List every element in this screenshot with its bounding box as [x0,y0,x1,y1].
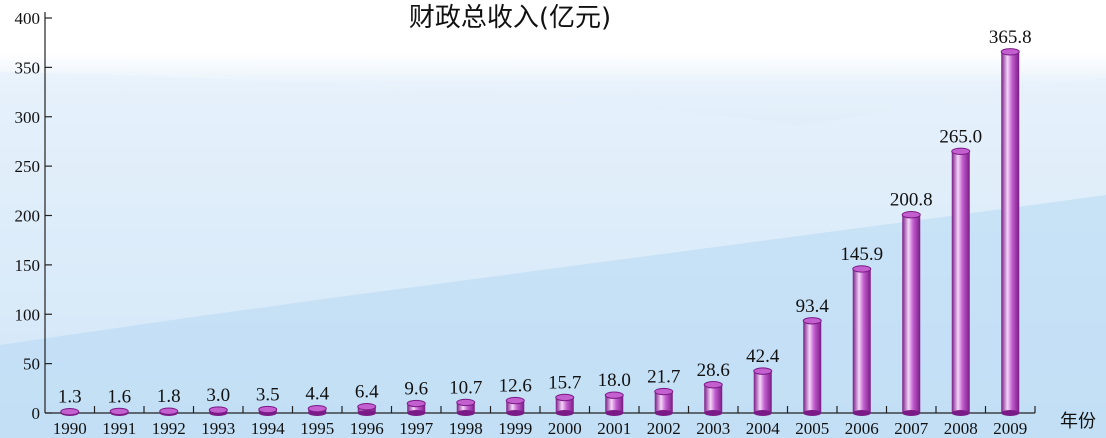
bar [555,393,575,416]
bar [604,391,624,416]
data-label: 6.4 [355,382,379,403]
y-tick-label: 300 [15,108,41,127]
bar [802,317,822,416]
data-label: 93.4 [796,296,830,317]
data-label: 18.0 [598,370,631,391]
data-label: 3.0 [206,385,230,406]
bar [406,399,426,416]
y-tick-label: 0 [32,404,41,423]
x-tick-label: 2004 [746,419,781,438]
data-label: 1.3 [58,387,82,408]
data-label: 42.4 [746,346,780,367]
data-label: 15.7 [548,372,581,393]
y-tick-label: 50 [23,355,40,374]
x-tick-label: 2006 [845,419,879,438]
data-label: 145.9 [840,244,883,265]
y-tick-label: 200 [15,207,41,226]
bar [753,367,773,416]
data-label: 10.7 [449,377,482,398]
data-label: 12.6 [499,376,532,397]
chart-title: 财政总收入(亿元) [409,3,611,33]
data-label: 4.4 [305,384,329,405]
x-tick-label: 1998 [449,419,483,438]
x-tick-label: 1995 [300,419,334,438]
bar [703,381,723,416]
data-label: 28.6 [697,360,730,381]
y-tick-label: 250 [15,157,41,176]
bar [852,265,872,416]
x-tick-label: 2001 [597,419,631,438]
x-tick-label: 1992 [152,419,186,438]
bar [357,402,377,416]
x-tick-label: 1997 [399,419,434,438]
y-tick-label: 100 [15,305,41,324]
x-tick-label: 2003 [696,419,730,438]
x-axis-label: 年份 [1060,411,1096,432]
bar [208,406,228,416]
data-label: 3.5 [256,385,280,406]
bar [1000,48,1020,416]
data-label: 200.8 [890,190,933,211]
x-tick-label: 2008 [944,419,978,438]
x-tick-label: 1993 [201,419,235,438]
y-tick-label: 400 [15,9,41,28]
data-label: 21.7 [647,367,680,388]
x-tick-label: 2005 [795,419,829,438]
x-tick-label: 2002 [647,419,681,438]
bar [60,408,80,416]
data-label: 1.6 [107,386,131,407]
data-label: 9.6 [404,379,428,400]
bars [60,48,1020,416]
bar [901,211,921,416]
x-tick-label: 1990 [53,419,87,438]
x-tick-label: 2007 [894,419,929,438]
y-tick-label: 150 [15,256,41,275]
bar [951,147,971,416]
bar [456,398,476,416]
y-tick-label: 350 [15,58,41,77]
x-tick-label: 1991 [102,419,136,438]
x-tick-label: 2009 [993,419,1027,438]
bar [258,405,278,416]
x-tick-label: 2000 [548,419,582,438]
x-tick-label: 1999 [498,419,532,438]
bar [654,387,674,416]
y-axis: 0 50 100 150 200 250 300 350 400 [15,9,52,423]
x-tick-label: 1996 [350,419,384,438]
x-tick-label: 1994 [251,419,286,438]
bar [307,404,327,416]
data-label: 1.8 [157,386,181,407]
bar [109,407,129,416]
bar [159,407,179,416]
data-label: 265.0 [939,126,982,147]
data-labels: 1.3 1.6 1.8 3.0 3.5 4.4 6.4 9.6 10.7 12.6 15.7 18.0… [58,27,1032,408]
bar [505,396,525,416]
data-label: 365.8 [989,27,1032,48]
